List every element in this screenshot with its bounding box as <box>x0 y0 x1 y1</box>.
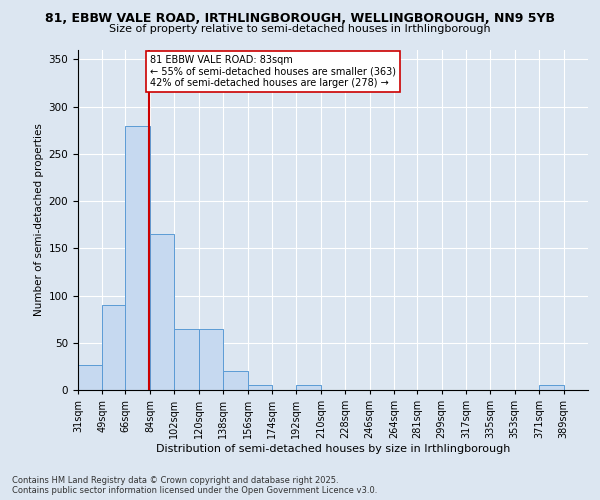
X-axis label: Distribution of semi-detached houses by size in Irthlingborough: Distribution of semi-detached houses by … <box>156 444 510 454</box>
Bar <box>103 305 127 390</box>
Bar <box>175 328 199 390</box>
Text: Contains HM Land Registry data © Crown copyright and database right 2025.
Contai: Contains HM Land Registry data © Crown c… <box>12 476 377 495</box>
Text: Size of property relative to semi-detached houses in Irthlingborough: Size of property relative to semi-detach… <box>109 24 491 34</box>
Text: 81 EBBW VALE ROAD: 83sqm
← 55% of semi-detached houses are smaller (363)
42% of : 81 EBBW VALE ROAD: 83sqm ← 55% of semi-d… <box>150 55 396 88</box>
Bar <box>199 328 223 390</box>
Bar <box>223 371 248 390</box>
Bar <box>150 234 175 390</box>
Y-axis label: Number of semi-detached properties: Number of semi-detached properties <box>34 124 44 316</box>
Bar <box>248 386 272 390</box>
Bar <box>125 126 150 390</box>
Bar <box>78 364 103 390</box>
Bar <box>539 386 563 390</box>
Bar <box>296 386 321 390</box>
Text: 81, EBBW VALE ROAD, IRTHLINGBOROUGH, WELLINGBOROUGH, NN9 5YB: 81, EBBW VALE ROAD, IRTHLINGBOROUGH, WEL… <box>45 12 555 26</box>
